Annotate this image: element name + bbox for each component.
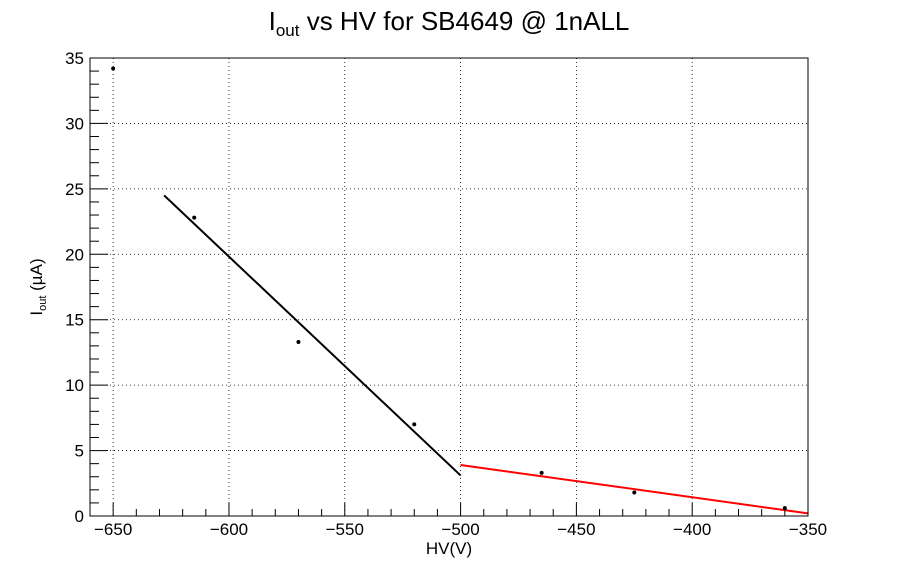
x-tick-labels: −650 −600 −550 −500 −450 −400 −350 <box>94 520 827 539</box>
data-point <box>539 470 544 475</box>
data-point <box>632 490 637 495</box>
plot-frame <box>89 57 809 517</box>
y-axis-label-main: I <box>27 311 46 316</box>
y-axis-label-sub: out <box>37 296 49 311</box>
y-tick-label: 30 <box>65 114 84 133</box>
x-tick-label: −600 <box>210 520 248 539</box>
y-tick-label: 15 <box>65 311 84 330</box>
fit-line <box>163 194 462 477</box>
data-point <box>111 66 116 71</box>
x-tick-label: −650 <box>94 520 132 539</box>
y-tick-label: 20 <box>65 245 84 264</box>
x-tick-label: −400 <box>673 520 711 539</box>
data-point <box>296 339 301 344</box>
x-tick-label: −450 <box>557 520 595 539</box>
y-axis-label: Iout (µA) <box>27 258 49 315</box>
chart-title: Iout vs HV for SB4649 @ 1nALL <box>269 6 630 40</box>
x-tick-label: −550 <box>326 520 364 539</box>
chart-title-rest: vs HV for SB4649 @ 1nALL <box>299 6 629 36</box>
y-tick-label: 5 <box>75 442 84 461</box>
x-tick-label: −350 <box>789 520 827 539</box>
axis-ticks <box>89 57 809 517</box>
y-tick-label: 10 <box>65 376 84 395</box>
fit-line <box>460 463 809 515</box>
y-tick-labels: 0 5 10 15 20 25 30 35 <box>65 49 84 526</box>
fit-lines <box>163 194 809 515</box>
data-point <box>782 506 787 511</box>
chart-title-main: I <box>269 6 276 36</box>
x-axis-label: HV(V) <box>426 539 472 558</box>
x-tick-label: −500 <box>441 520 479 539</box>
y-tick-label: 35 <box>65 49 84 68</box>
y-axis-label-rest: (µA) <box>27 258 46 295</box>
data-point <box>192 215 197 220</box>
data-points <box>111 66 787 511</box>
y-tick-label: 25 <box>65 180 84 199</box>
data-point <box>412 422 417 427</box>
chart-title-sub: out <box>276 21 300 40</box>
y-tick-label: 0 <box>75 507 84 526</box>
